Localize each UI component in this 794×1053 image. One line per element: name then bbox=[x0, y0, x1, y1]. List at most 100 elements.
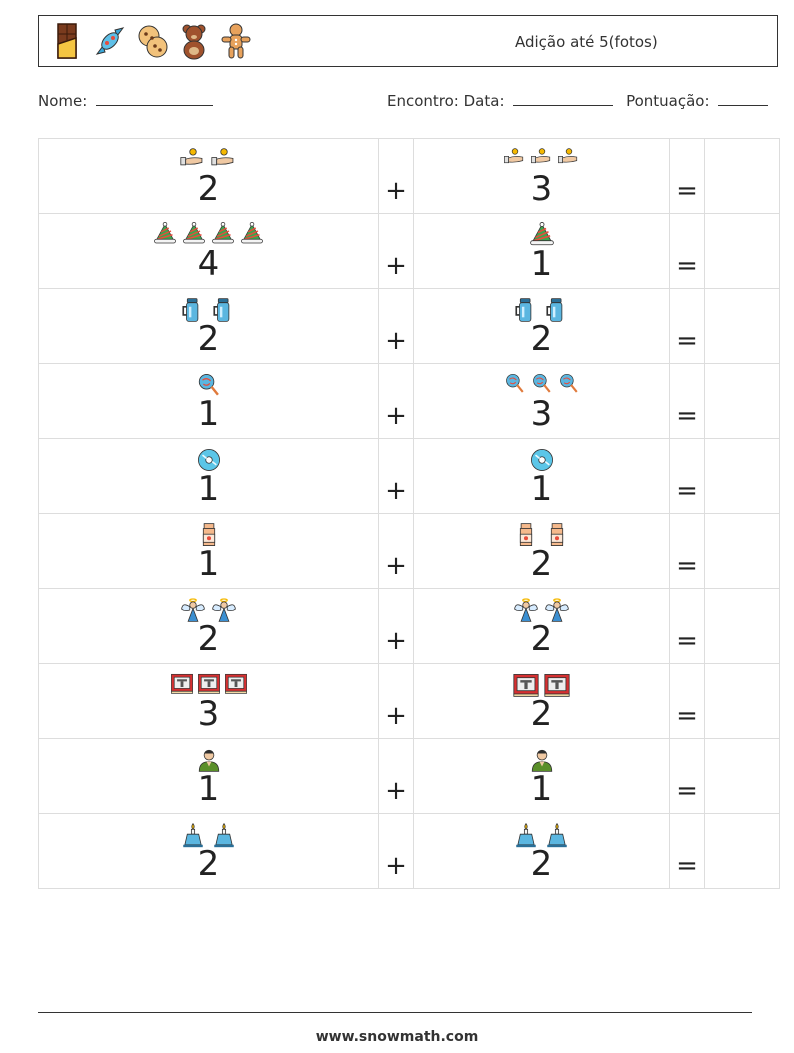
picture-group bbox=[39, 822, 378, 848]
second-addend-cell: 1 bbox=[413, 738, 670, 814]
equals-sign: = bbox=[676, 176, 698, 206]
red-book-icon bbox=[544, 674, 570, 697]
problem-row: 2 +3 = bbox=[38, 138, 780, 214]
equals-cell: = bbox=[669, 513, 705, 589]
second-addend-cell: 1 bbox=[413, 438, 670, 514]
answer-cell[interactable] bbox=[704, 813, 780, 889]
problem-row: 3 +2 = bbox=[38, 663, 780, 739]
angel-icon bbox=[181, 598, 205, 622]
first-addend-cell: 2 bbox=[38, 288, 379, 364]
hand-giving-coin-icon bbox=[530, 148, 550, 164]
second-addend-cell: 2 bbox=[413, 288, 670, 364]
addend-number: 2 bbox=[197, 844, 220, 884]
equals-cell: = bbox=[669, 588, 705, 664]
blue-candle-icon bbox=[516, 822, 536, 848]
man-avatar-icon bbox=[198, 749, 219, 772]
equals-cell: = bbox=[669, 288, 705, 364]
equals-sign: = bbox=[676, 701, 698, 731]
plus-cell: + bbox=[378, 288, 414, 364]
angel-icon bbox=[545, 598, 569, 622]
first-addend-cell: 1 bbox=[38, 738, 379, 814]
teddy-bear-icon bbox=[182, 24, 206, 60]
picture-group bbox=[39, 147, 378, 173]
picture-group bbox=[414, 147, 669, 170]
first-addend-cell: 1 bbox=[38, 513, 379, 589]
plus-sign: + bbox=[385, 776, 407, 806]
problem-row: 1 +1 = bbox=[38, 738, 780, 814]
plus-sign: + bbox=[385, 626, 407, 656]
angel-icon bbox=[212, 598, 236, 622]
plus-cell: + bbox=[378, 513, 414, 589]
hand-giving-coin-icon bbox=[503, 148, 523, 164]
picture-group bbox=[414, 222, 669, 248]
picture-group bbox=[39, 597, 378, 623]
lollipop-icon bbox=[198, 374, 219, 396]
addend-number: 1 bbox=[197, 469, 220, 509]
addend-number: 1 bbox=[197, 769, 220, 809]
plus-cell: + bbox=[378, 438, 414, 514]
equals-sign: = bbox=[676, 476, 698, 506]
picture-group bbox=[414, 747, 669, 773]
first-addend-cell: 1 bbox=[38, 363, 379, 439]
problem-row: 2 +2 = bbox=[38, 813, 780, 889]
gingerbread-man-icon bbox=[221, 23, 251, 59]
addend-number: 1 bbox=[530, 244, 553, 284]
plus-cell: + bbox=[378, 213, 414, 289]
blue-candle-icon bbox=[183, 822, 203, 848]
chocolate-bar-icon bbox=[57, 23, 77, 59]
hand-giving-coin-icon bbox=[557, 148, 577, 164]
addend-number: 2 bbox=[197, 169, 220, 209]
answer-cell[interactable] bbox=[704, 663, 780, 739]
santa-hat-icon bbox=[154, 222, 176, 244]
second-addend-cell: 2 bbox=[413, 513, 670, 589]
picture-group bbox=[414, 672, 669, 698]
plus-cell: + bbox=[378, 663, 414, 739]
thermos-icon bbox=[213, 298, 230, 322]
cookies-icon bbox=[138, 25, 168, 58]
angel-icon bbox=[514, 598, 538, 622]
compact-disc-icon bbox=[197, 449, 220, 471]
answer-cell[interactable] bbox=[704, 138, 780, 214]
header-icon-strip bbox=[51, 20, 253, 62]
score-label: Pontuação: bbox=[626, 92, 710, 110]
answer-cell[interactable] bbox=[704, 738, 780, 814]
plus-sign: + bbox=[385, 476, 407, 506]
equals-sign: = bbox=[676, 326, 698, 356]
red-book-icon bbox=[224, 673, 247, 694]
addend-number: 1 bbox=[530, 769, 553, 809]
picture-group bbox=[39, 522, 378, 548]
first-addend-cell: 3 bbox=[38, 663, 379, 739]
problem-row: 1 +3 = bbox=[38, 363, 780, 439]
picture-group bbox=[414, 822, 669, 848]
equals-cell: = bbox=[669, 738, 705, 814]
answer-cell[interactable] bbox=[704, 513, 780, 589]
plus-cell: + bbox=[378, 813, 414, 889]
plus-sign: + bbox=[385, 326, 407, 356]
plus-sign: + bbox=[385, 551, 407, 581]
candy-icon bbox=[95, 27, 125, 55]
answer-cell[interactable] bbox=[704, 588, 780, 664]
picture-group bbox=[414, 447, 669, 473]
man-avatar-icon bbox=[531, 749, 552, 772]
addend-number: 1 bbox=[197, 394, 220, 434]
name-blank[interactable] bbox=[96, 92, 214, 106]
picture-group bbox=[39, 447, 378, 473]
plus-sign: + bbox=[385, 251, 407, 281]
addend-number: 2 bbox=[530, 844, 553, 884]
meeting-date-label: Encontro: Data: bbox=[387, 92, 505, 110]
date-blank[interactable] bbox=[513, 92, 614, 106]
addend-number: 1 bbox=[530, 469, 553, 509]
answer-cell[interactable] bbox=[704, 288, 780, 364]
answer-cell[interactable] bbox=[704, 438, 780, 514]
plus-sign: + bbox=[385, 701, 407, 731]
equals-sign: = bbox=[676, 851, 698, 881]
first-addend-cell: 1 bbox=[38, 438, 379, 514]
plus-sign: + bbox=[385, 401, 407, 431]
meeting-score-fields: Encontro: Data: Pontuação: bbox=[387, 92, 769, 110]
equals-cell: = bbox=[669, 363, 705, 439]
answer-cell[interactable] bbox=[704, 363, 780, 439]
equals-cell: = bbox=[669, 813, 705, 889]
score-blank[interactable] bbox=[718, 92, 769, 106]
addend-number: 3 bbox=[197, 694, 220, 734]
answer-cell[interactable] bbox=[704, 213, 780, 289]
